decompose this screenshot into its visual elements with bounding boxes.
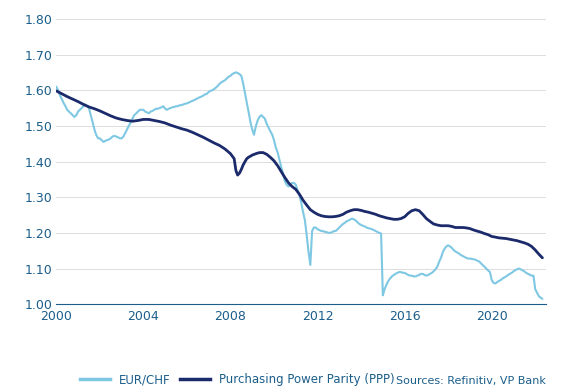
Text: Sources: Refinitiv, VP Bank: Sources: Refinitiv, VP Bank: [396, 376, 546, 386]
Legend: EUR/CHF, Purchasing Power Parity (PPP): EUR/CHF, Purchasing Power Parity (PPP): [75, 369, 400, 390]
